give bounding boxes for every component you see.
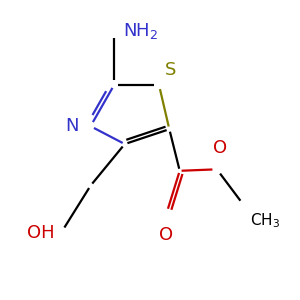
Text: NH$_2$: NH$_2$ [123,21,158,41]
Text: O: O [159,226,173,244]
Text: O: O [213,140,227,158]
Text: OH: OH [27,224,55,242]
Text: N: N [65,117,79,135]
Text: S: S [165,61,176,79]
Text: CH$_3$: CH$_3$ [250,211,280,230]
